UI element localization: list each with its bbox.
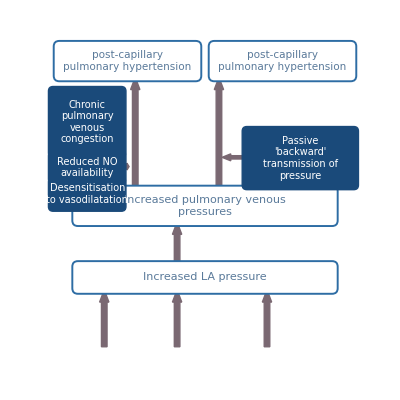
FancyBboxPatch shape (72, 186, 338, 226)
Text: Reduced NO
availability: Reduced NO availability (57, 156, 118, 178)
Text: post-capillary
pulmonary hypertension: post-capillary pulmonary hypertension (218, 50, 347, 72)
FancyBboxPatch shape (209, 41, 356, 81)
FancyBboxPatch shape (72, 261, 338, 294)
FancyArrow shape (262, 290, 272, 347)
FancyArrow shape (131, 77, 140, 188)
FancyBboxPatch shape (48, 151, 126, 184)
FancyArrow shape (172, 222, 182, 264)
FancyBboxPatch shape (54, 41, 201, 81)
Text: Increased pulmonary venous
pressures: Increased pulmonary venous pressures (124, 195, 286, 217)
FancyBboxPatch shape (242, 126, 358, 190)
Text: Passive
'backward'
transmission of
pressure: Passive 'backward' transmission of press… (263, 136, 338, 180)
Text: post-capillary
pulmonary hypertension: post-capillary pulmonary hypertension (63, 50, 192, 72)
FancyBboxPatch shape (48, 177, 126, 211)
FancyArrow shape (172, 290, 182, 347)
FancyArrow shape (123, 163, 129, 170)
FancyBboxPatch shape (48, 86, 126, 157)
Text: Chronic
pulmonary
venous
congestion: Chronic pulmonary venous congestion (60, 100, 114, 144)
Text: Desensitisation
to vasodilatation: Desensitisation to vasodilatation (46, 184, 128, 205)
FancyArrow shape (222, 154, 247, 161)
FancyArrow shape (214, 77, 224, 188)
Text: Increased LA pressure: Increased LA pressure (143, 272, 267, 282)
FancyArrow shape (100, 290, 109, 347)
